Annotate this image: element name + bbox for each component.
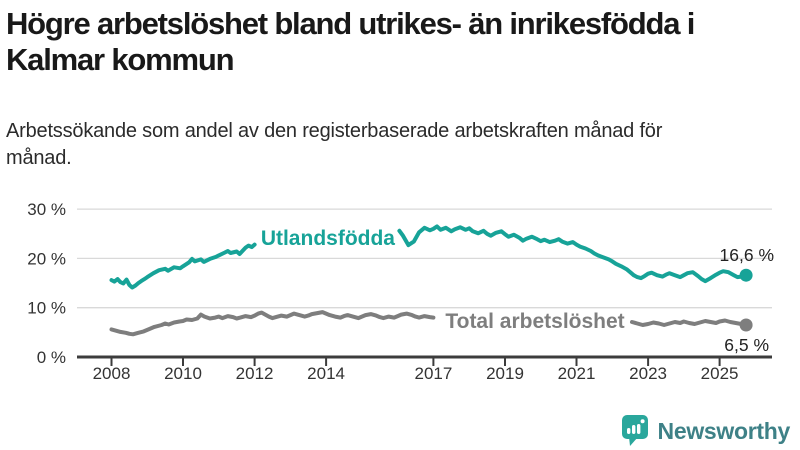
unemployment-line-chart: 0 % 10 % 20 % 30 % 2008 2010 2012 2014 2017 2019 2… [27, 200, 774, 383]
newsworthy-logo-icon [621, 415, 648, 446]
newsworthy-logo: Newsworthy [621, 414, 790, 448]
y-tick-label: 30 % [27, 200, 66, 219]
x-tick-label: 2017 [414, 364, 452, 383]
x-tick-label: 2025 [701, 364, 739, 383]
x-tick-label: 2010 [164, 364, 202, 383]
series-line [109, 310, 436, 337]
chart-title: Högre arbetslöshet bland utrikes- än inr… [6, 6, 695, 77]
x-tick-label: 2008 [93, 364, 131, 383]
y-tick-label: 10 % [27, 299, 66, 318]
chart-subtitle: Arbetssökande som andel av den registerb… [6, 120, 663, 169]
y-tick-label: 0 % [37, 348, 66, 367]
series-end-value-label: 16,6 % [720, 245, 774, 265]
y-tick-label: 20 % [27, 249, 66, 268]
x-tick-label: 2021 [558, 364, 596, 383]
x-tick-label: 2012 [236, 364, 274, 383]
series-end-value-label: 6,5 % [724, 335, 769, 355]
series-line [397, 224, 749, 284]
x-tick-label: 2023 [629, 364, 667, 383]
series-label: Total arbetslöshet [445, 310, 624, 333]
x-tick-label: 2019 [486, 364, 524, 383]
series-line [630, 318, 749, 327]
series-line [109, 242, 257, 290]
series-label: Utlandsfödda [261, 227, 395, 250]
series-end-dot [739, 318, 753, 332]
x-tick-label: 2014 [307, 364, 345, 383]
newsworthy-logo-text: Newsworthy [657, 417, 791, 444]
series-end-dot [739, 268, 753, 282]
